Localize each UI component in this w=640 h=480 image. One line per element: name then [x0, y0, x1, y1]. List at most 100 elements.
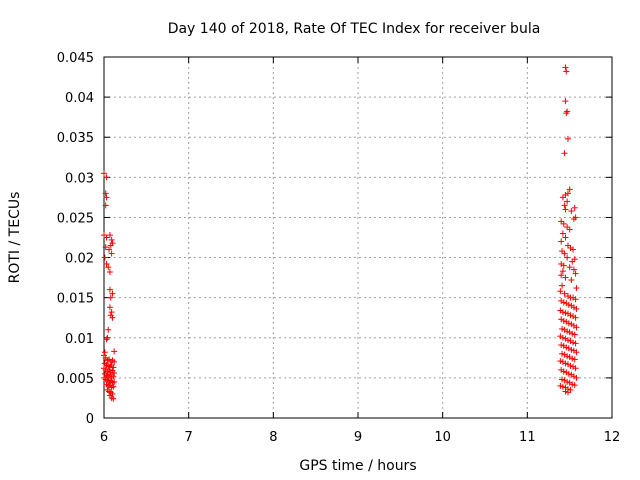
data-point — [105, 326, 112, 333]
y-tick-label: 0 — [86, 412, 94, 427]
y-tick-label: 0.01 — [65, 332, 94, 347]
data-point — [558, 272, 565, 279]
data-point — [563, 110, 570, 117]
data-point — [559, 383, 566, 390]
data-point — [570, 216, 577, 223]
data-point — [561, 290, 568, 297]
data-point — [103, 336, 110, 343]
data-point — [566, 264, 573, 271]
data-point — [564, 337, 571, 344]
data-point — [573, 305, 580, 312]
data-point — [111, 378, 118, 385]
data-point — [111, 370, 118, 377]
data-point — [101, 254, 108, 261]
data-point — [108, 250, 115, 257]
data-point — [101, 349, 108, 356]
data-point — [101, 170, 107, 177]
y-tick-label: 0.03 — [65, 171, 94, 186]
data-point — [103, 234, 110, 241]
data-point — [571, 331, 578, 338]
data-point — [572, 314, 579, 321]
data-point — [557, 382, 564, 389]
data-point — [564, 135, 571, 142]
data-point — [560, 317, 567, 324]
data-point — [564, 353, 571, 360]
x-axis-ticks: 6 7 8 9 10 11 12 — [100, 57, 620, 445]
data-point — [572, 270, 579, 277]
data-point — [571, 356, 578, 363]
x-tick-label: 10 — [434, 430, 451, 445]
data-point — [567, 362, 574, 369]
data-point — [111, 348, 118, 355]
data-point — [571, 382, 578, 389]
data-point — [106, 246, 113, 253]
data-point — [566, 226, 573, 233]
data-point — [105, 264, 112, 271]
data-point — [562, 98, 569, 105]
data-point — [110, 383, 117, 390]
data-point — [568, 277, 575, 284]
data-point — [102, 202, 109, 209]
data-point — [559, 376, 566, 383]
data-point — [559, 268, 566, 275]
grid-lines — [104, 57, 612, 418]
data-point — [562, 234, 569, 241]
y-axis-label: ROTI / TECUs — [7, 192, 23, 284]
data-point — [107, 242, 114, 249]
data-point — [559, 230, 566, 237]
data-point — [573, 374, 580, 381]
data-point — [559, 325, 566, 332]
y-tick-label: 0.005 — [57, 372, 94, 387]
data-point — [107, 294, 114, 301]
y-tick-label: 0.025 — [57, 211, 94, 226]
data-point — [562, 274, 569, 281]
data-point — [563, 68, 570, 75]
data-point — [108, 309, 115, 316]
data-point — [562, 360, 569, 367]
y-axis-ticks: 0 0.005 0.01 0.015 0.02 0.025 0.03 0.035 0.04 0.0… — [57, 51, 612, 427]
data-point — [559, 334, 566, 341]
data-point — [573, 324, 580, 331]
data-point — [565, 301, 572, 308]
x-tick-label: 11 — [519, 430, 536, 445]
data-point — [109, 290, 116, 297]
data-point — [560, 220, 567, 227]
data-point — [106, 286, 113, 293]
data-point — [572, 340, 579, 347]
data-point — [559, 309, 566, 316]
data-point — [569, 330, 576, 337]
data-point — [102, 244, 109, 251]
data-point — [565, 320, 572, 327]
data-point — [573, 349, 580, 356]
data-point — [102, 190, 109, 197]
data-point — [106, 232, 113, 239]
data-point — [110, 373, 117, 380]
chart-title: Day 140 of 2018, Rate Of TEC Index for r… — [168, 21, 541, 37]
data-point — [565, 370, 572, 377]
data-point — [109, 314, 116, 321]
data-point — [560, 368, 567, 375]
data-point — [561, 150, 568, 157]
data-point — [108, 236, 115, 243]
x-axis-label: GPS time / hours — [299, 458, 416, 474]
data-point — [110, 364, 117, 371]
x-tick-label: 8 — [269, 430, 277, 445]
data-point — [569, 355, 576, 362]
data-point — [560, 262, 567, 269]
data-point — [110, 395, 117, 402]
data-point — [567, 312, 574, 319]
y-tick-label: 0.02 — [65, 252, 94, 267]
data-point — [568, 346, 575, 353]
data-point — [570, 246, 577, 253]
data-point — [558, 238, 565, 245]
y-tick-label: 0.04 — [65, 91, 94, 106]
x-tick-label: 9 — [354, 430, 362, 445]
x-tick-label: 6 — [100, 430, 108, 445]
data-point — [563, 344, 570, 351]
data-point — [557, 358, 564, 365]
data-point — [562, 309, 569, 316]
data-point — [569, 258, 576, 265]
x-tick-label: 12 — [604, 430, 621, 445]
data-point — [573, 285, 580, 292]
